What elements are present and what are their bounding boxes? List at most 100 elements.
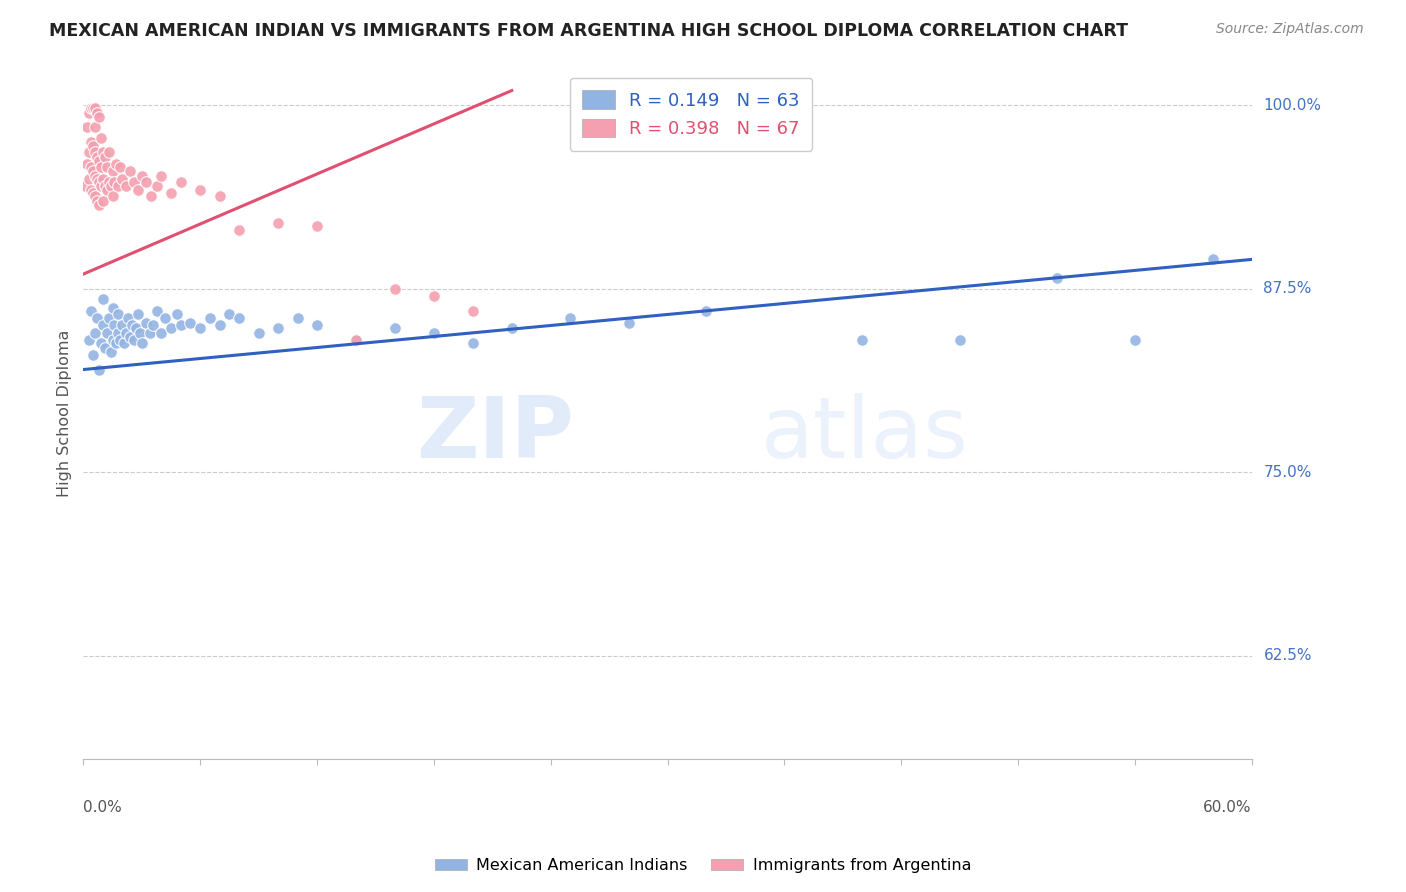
Point bbox=[107, 179, 129, 194]
Point bbox=[560, 311, 582, 326]
Point bbox=[131, 336, 153, 351]
Point bbox=[344, 333, 367, 347]
Point bbox=[160, 321, 183, 335]
Point bbox=[208, 189, 231, 203]
Point bbox=[125, 321, 148, 335]
Point bbox=[90, 130, 112, 145]
Point bbox=[86, 311, 108, 326]
Point bbox=[87, 198, 110, 212]
Point bbox=[82, 101, 104, 115]
Y-axis label: High School Diploma: High School Diploma bbox=[58, 330, 72, 497]
Point bbox=[135, 175, 157, 189]
Point bbox=[150, 326, 173, 340]
Point bbox=[80, 303, 103, 318]
Point bbox=[87, 110, 110, 124]
Point bbox=[423, 289, 446, 303]
Point bbox=[305, 219, 328, 233]
Point bbox=[228, 223, 250, 237]
Point bbox=[267, 321, 290, 335]
Point bbox=[146, 303, 169, 318]
Point bbox=[80, 135, 103, 149]
Point bbox=[90, 336, 112, 351]
Text: 75.0%: 75.0% bbox=[1264, 465, 1312, 480]
Point bbox=[146, 179, 169, 194]
Point bbox=[131, 169, 153, 183]
Text: 60.0%: 60.0% bbox=[1204, 800, 1251, 814]
Point bbox=[101, 301, 124, 315]
Point bbox=[86, 105, 108, 120]
Point bbox=[87, 175, 110, 189]
Point bbox=[851, 333, 873, 347]
Point bbox=[127, 307, 149, 321]
Point bbox=[100, 345, 122, 359]
Point bbox=[91, 318, 114, 333]
Point bbox=[461, 336, 484, 351]
Text: atlas: atlas bbox=[761, 392, 969, 475]
Point bbox=[384, 282, 406, 296]
Point bbox=[76, 157, 98, 171]
Point bbox=[949, 333, 972, 347]
Point bbox=[91, 292, 114, 306]
Point bbox=[384, 321, 406, 335]
Legend: Mexican American Indians, Immigrants from Argentina: Mexican American Indians, Immigrants fro… bbox=[429, 852, 977, 880]
Point bbox=[101, 189, 124, 203]
Text: 87.5%: 87.5% bbox=[1264, 281, 1312, 296]
Point bbox=[91, 171, 114, 186]
Point bbox=[91, 194, 114, 208]
Point bbox=[188, 321, 211, 335]
Point bbox=[101, 333, 124, 347]
Point bbox=[141, 189, 163, 203]
Point bbox=[150, 169, 173, 183]
Point bbox=[105, 336, 128, 351]
Point bbox=[138, 326, 160, 340]
Point bbox=[96, 326, 118, 340]
Point bbox=[91, 145, 114, 160]
Point bbox=[111, 171, 134, 186]
Point bbox=[501, 321, 523, 335]
Point bbox=[97, 311, 120, 326]
Point bbox=[87, 362, 110, 376]
Point bbox=[103, 175, 125, 189]
Point bbox=[86, 194, 108, 208]
Point bbox=[267, 216, 290, 230]
Point bbox=[93, 150, 115, 164]
Point bbox=[77, 171, 100, 186]
Point bbox=[166, 307, 188, 321]
Point bbox=[121, 318, 143, 333]
Point bbox=[228, 311, 250, 326]
Point bbox=[100, 179, 122, 194]
Point bbox=[107, 326, 129, 340]
Point bbox=[135, 316, 157, 330]
Point bbox=[96, 183, 118, 197]
Point bbox=[93, 179, 115, 194]
Point bbox=[84, 169, 107, 183]
Point bbox=[76, 120, 98, 135]
Point bbox=[84, 101, 107, 115]
Point bbox=[1123, 333, 1146, 347]
Point bbox=[103, 318, 125, 333]
Point bbox=[80, 160, 103, 174]
Point bbox=[122, 175, 145, 189]
Point bbox=[117, 311, 139, 326]
Point bbox=[122, 333, 145, 347]
Point bbox=[107, 307, 129, 321]
Point bbox=[77, 145, 100, 160]
Point bbox=[77, 105, 100, 120]
Legend: R = 0.149   N = 63, R = 0.398   N = 67: R = 0.149 N = 63, R = 0.398 N = 67 bbox=[569, 78, 813, 151]
Text: 100.0%: 100.0% bbox=[1264, 98, 1322, 112]
Point bbox=[84, 189, 107, 203]
Point bbox=[110, 333, 132, 347]
Point bbox=[208, 318, 231, 333]
Point bbox=[111, 318, 134, 333]
Point bbox=[110, 160, 132, 174]
Point bbox=[86, 171, 108, 186]
Point bbox=[344, 333, 367, 347]
Point bbox=[97, 175, 120, 189]
Point bbox=[169, 318, 191, 333]
Point bbox=[87, 154, 110, 169]
Point bbox=[90, 179, 112, 194]
Point bbox=[142, 318, 165, 333]
Point bbox=[188, 183, 211, 197]
Point bbox=[90, 160, 112, 174]
Point bbox=[84, 145, 107, 160]
